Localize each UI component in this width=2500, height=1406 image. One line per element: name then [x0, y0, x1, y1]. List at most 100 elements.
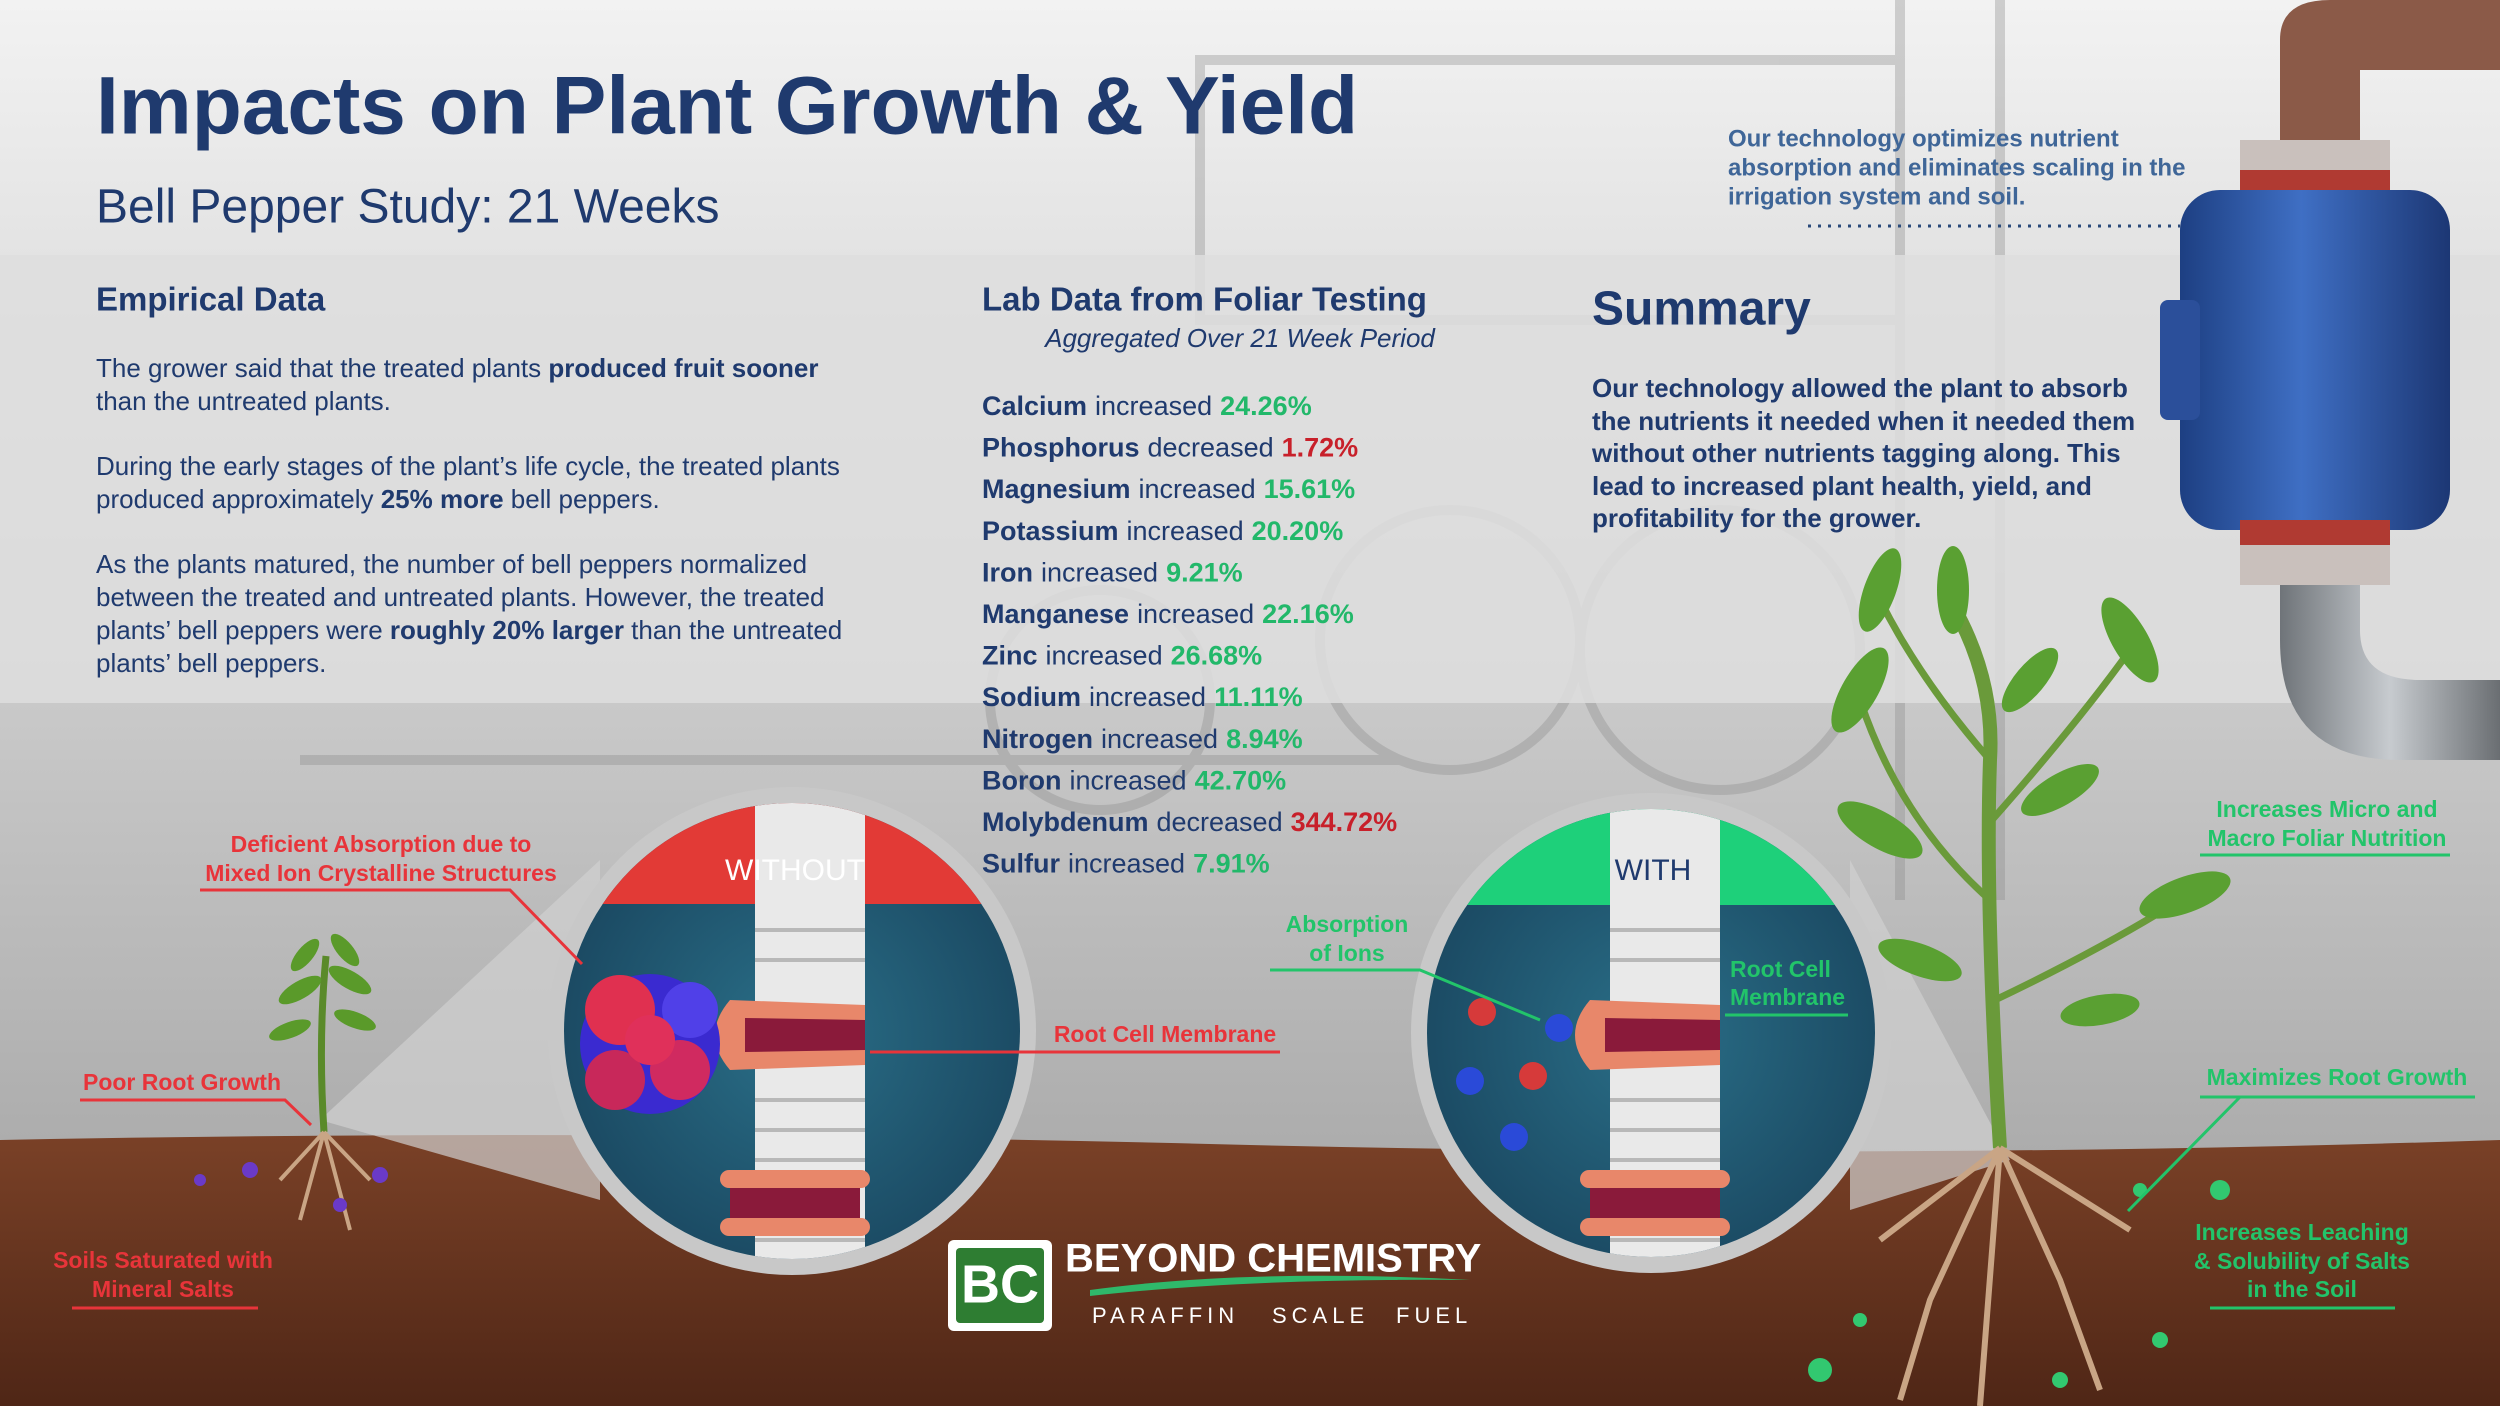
crystal-cluster [580, 974, 720, 1114]
tagline-line: Our technology optimizes nutrient [1728, 125, 2119, 152]
lab-nutrient: Boron [982, 766, 1061, 796]
logo-product: PARAFFIN [1092, 1303, 1239, 1328]
tagline: Our technology optimizes nutrient absorp… [1728, 125, 2185, 210]
small-plant-part-part [194, 1174, 206, 1186]
lab-change: increased [1137, 599, 1254, 629]
lab-nutrient: Nitrogen [982, 724, 1093, 754]
without-labels-part [80, 1098, 313, 1127]
small-plant-part [317, 955, 330, 1133]
large-plant-part [1946, 602, 2007, 1149]
with-labels-part [2126, 1095, 2475, 1213]
banner-label: WITHOUT [725, 854, 865, 887]
foliar-label: Increases Micro and [2216, 796, 2437, 822]
banner-label: WITH [1615, 854, 1692, 887]
deficient-label: Mixed Ion Crystalline Structures [205, 860, 556, 886]
lab-change: increased [1101, 724, 1218, 754]
large-plant-part-part [2021, 764, 2099, 816]
small-plant-part-part [278, 975, 322, 1005]
ions-part [1468, 998, 1496, 1026]
lab-amount: 7.91% [1193, 849, 1270, 879]
large-plant-part-part [2052, 1372, 2068, 1388]
lab-nutrient: Sodium [982, 682, 1081, 712]
crystal-cluster-part [585, 1050, 645, 1110]
funnel [320, 860, 600, 1200]
lab-amount: 1.72% [1282, 433, 1359, 463]
lab-row: Sodium increased 11.11% [982, 682, 1303, 712]
large-plant-part-part [2152, 1332, 2168, 1348]
leaching-label: in the Soil [2247, 1276, 2357, 1302]
ions-part [1519, 1062, 1547, 1090]
with-circle: WITH [1411, 793, 1891, 1273]
foliar-label: Macro Foliar Nutrition [2208, 825, 2447, 851]
text-run: During the early stages of the plant’s l… [96, 451, 840, 514]
empirical-heading: Empirical Data [96, 281, 326, 318]
with-labels-part [1270, 968, 1541, 1022]
lab-nutrient: Sulfur [982, 849, 1060, 879]
title: Impacts on Plant Growth & Yield [96, 61, 1358, 152]
logo: BC BEYOND CHEMISTRY PARAFFIN SCALE FUEL [948, 1237, 1482, 1331]
lab-row: Iron increased 9.21% [982, 558, 1243, 588]
large-plant [1808, 546, 2231, 1406]
without-circle-part [564, 803, 1020, 1259]
lab-row: Phosphorus decreased 1.72% [982, 433, 1358, 463]
without-circle-part-part [720, 1170, 870, 1188]
small-plant-part [269, 933, 376, 1041]
lab-change: increased [1095, 391, 1212, 421]
text-run: than the untreated plants. [96, 386, 391, 416]
small-plant-part-part [333, 1198, 347, 1212]
lab-change: increased [1046, 641, 1163, 671]
small-plant-part-part [242, 1162, 258, 1178]
lab-change: increased [1139, 474, 1256, 504]
without-labels [72, 888, 1280, 1310]
lab-subheading: Aggregated Over 21 Week Period [1043, 323, 1436, 353]
lab-row: Nitrogen increased 8.94% [982, 724, 1303, 754]
lab-nutrient: Potassium [982, 516, 1119, 546]
large-plant-part-part [1858, 548, 1902, 632]
small-plant-part [194, 1162, 388, 1212]
with-circle-part [1427, 809, 1875, 1257]
large-plant-part [1831, 546, 2231, 1027]
paragraph: During the early stages of the plant’s l… [96, 450, 876, 516]
lab-change: decreased [1148, 433, 1274, 463]
absorption-label: of Ions [1309, 940, 1384, 966]
lab-nutrient: Manganese [982, 599, 1129, 629]
ions [1456, 998, 1573, 1151]
lab-change: increased [1069, 766, 1186, 796]
large-plant-part-part [1837, 801, 1923, 859]
summary-text: Our technology allowed the plant to abso… [1592, 373, 2136, 534]
lab-nutrient: Molybdenum [982, 807, 1149, 837]
large-plant-part-part [2139, 871, 2231, 919]
lab-amount: 20.20% [1252, 516, 1344, 546]
lab-row: Magnesium increased 15.61% [982, 474, 1355, 504]
valve-illustration-part [2280, 0, 2500, 150]
paragraph: As the plants matured, the number of bel… [96, 548, 876, 680]
lab-row: Zinc increased 26.68% [982, 641, 1262, 671]
valve-illustration-part [2180, 190, 2450, 530]
with-circle-part-part [1605, 1018, 1720, 1052]
lab-change: increased [1041, 558, 1158, 588]
crystal-cluster-part [662, 982, 718, 1038]
without-circle-part-part [745, 1018, 865, 1052]
ions-part [1545, 1014, 1573, 1042]
small-plant-part-part [334, 1009, 376, 1031]
lab-nutrient: Magnesium [982, 474, 1131, 504]
without-labels-part [200, 888, 584, 966]
lab-change: increased [1068, 849, 1185, 879]
large-plant-part-part [2210, 1180, 2230, 1200]
lab-heading: Lab Data from Foliar Testing [982, 281, 1427, 318]
tagline-line: irrigation system and soil. [1728, 183, 2025, 210]
lab-change: increased [1089, 682, 1206, 712]
lab-amount: 344.72% [1291, 807, 1398, 837]
small-plant-part-part [372, 1167, 388, 1183]
logo-name: BEYOND CHEMISTRY [1065, 1237, 1482, 1281]
small-plant-part-part [330, 933, 360, 967]
large-plant-part-part [1878, 938, 1962, 982]
text-band [0, 255, 2500, 703]
valve-illustration-part [2240, 545, 2390, 585]
summary-heading: Summary [1592, 283, 1811, 336]
lab-nutrient: Zinc [982, 641, 1038, 671]
lab-row: Molybdenum decreased 344.72% [982, 807, 1397, 837]
lab-rows: Calcium increased 24.26% Phosphorus decrease… [982, 391, 1397, 879]
with-labels [1270, 853, 2475, 1310]
